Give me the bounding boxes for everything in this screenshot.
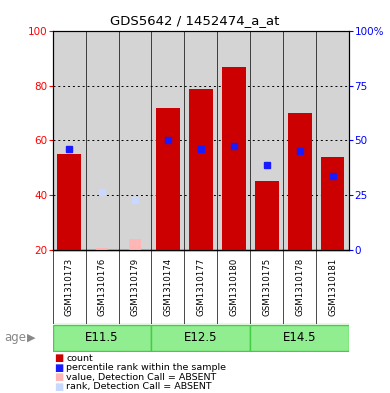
Bar bbox=[321, 157, 344, 250]
Text: ■: ■ bbox=[54, 372, 63, 382]
Text: GSM1310178: GSM1310178 bbox=[295, 258, 304, 316]
Text: GSM1310175: GSM1310175 bbox=[262, 258, 271, 316]
Text: GSM1310179: GSM1310179 bbox=[131, 258, 140, 316]
Text: GDS5642 / 1452474_a_at: GDS5642 / 1452474_a_at bbox=[110, 14, 280, 27]
Text: ■: ■ bbox=[54, 382, 63, 392]
Text: ■: ■ bbox=[54, 353, 63, 364]
Text: age: age bbox=[4, 331, 26, 345]
Bar bbox=[255, 182, 278, 250]
Text: GSM1310174: GSM1310174 bbox=[163, 258, 172, 316]
Text: ■: ■ bbox=[54, 363, 63, 373]
Text: value, Detection Call = ABSENT: value, Detection Call = ABSENT bbox=[66, 373, 216, 382]
Text: GSM1310173: GSM1310173 bbox=[65, 258, 74, 316]
Text: GSM1310177: GSM1310177 bbox=[196, 258, 206, 316]
Bar bbox=[129, 239, 141, 250]
Bar bbox=[156, 108, 180, 250]
Text: rank, Detection Call = ABSENT: rank, Detection Call = ABSENT bbox=[66, 382, 212, 391]
Text: E12.5: E12.5 bbox=[184, 331, 218, 345]
Bar bbox=[288, 113, 312, 250]
Text: ▶: ▶ bbox=[27, 333, 35, 343]
Text: GSM1310181: GSM1310181 bbox=[328, 258, 337, 316]
Text: count: count bbox=[66, 354, 93, 363]
Text: GSM1310180: GSM1310180 bbox=[229, 258, 238, 316]
Bar bbox=[53, 325, 151, 351]
Text: E14.5: E14.5 bbox=[283, 331, 316, 345]
Bar bbox=[250, 325, 349, 351]
Bar bbox=[96, 248, 108, 250]
Text: E11.5: E11.5 bbox=[85, 331, 119, 345]
Text: GSM1310176: GSM1310176 bbox=[98, 258, 106, 316]
Bar bbox=[222, 67, 246, 250]
Text: percentile rank within the sample: percentile rank within the sample bbox=[66, 364, 226, 372]
Bar bbox=[57, 154, 81, 250]
Bar bbox=[189, 89, 213, 250]
Bar bbox=[151, 325, 250, 351]
